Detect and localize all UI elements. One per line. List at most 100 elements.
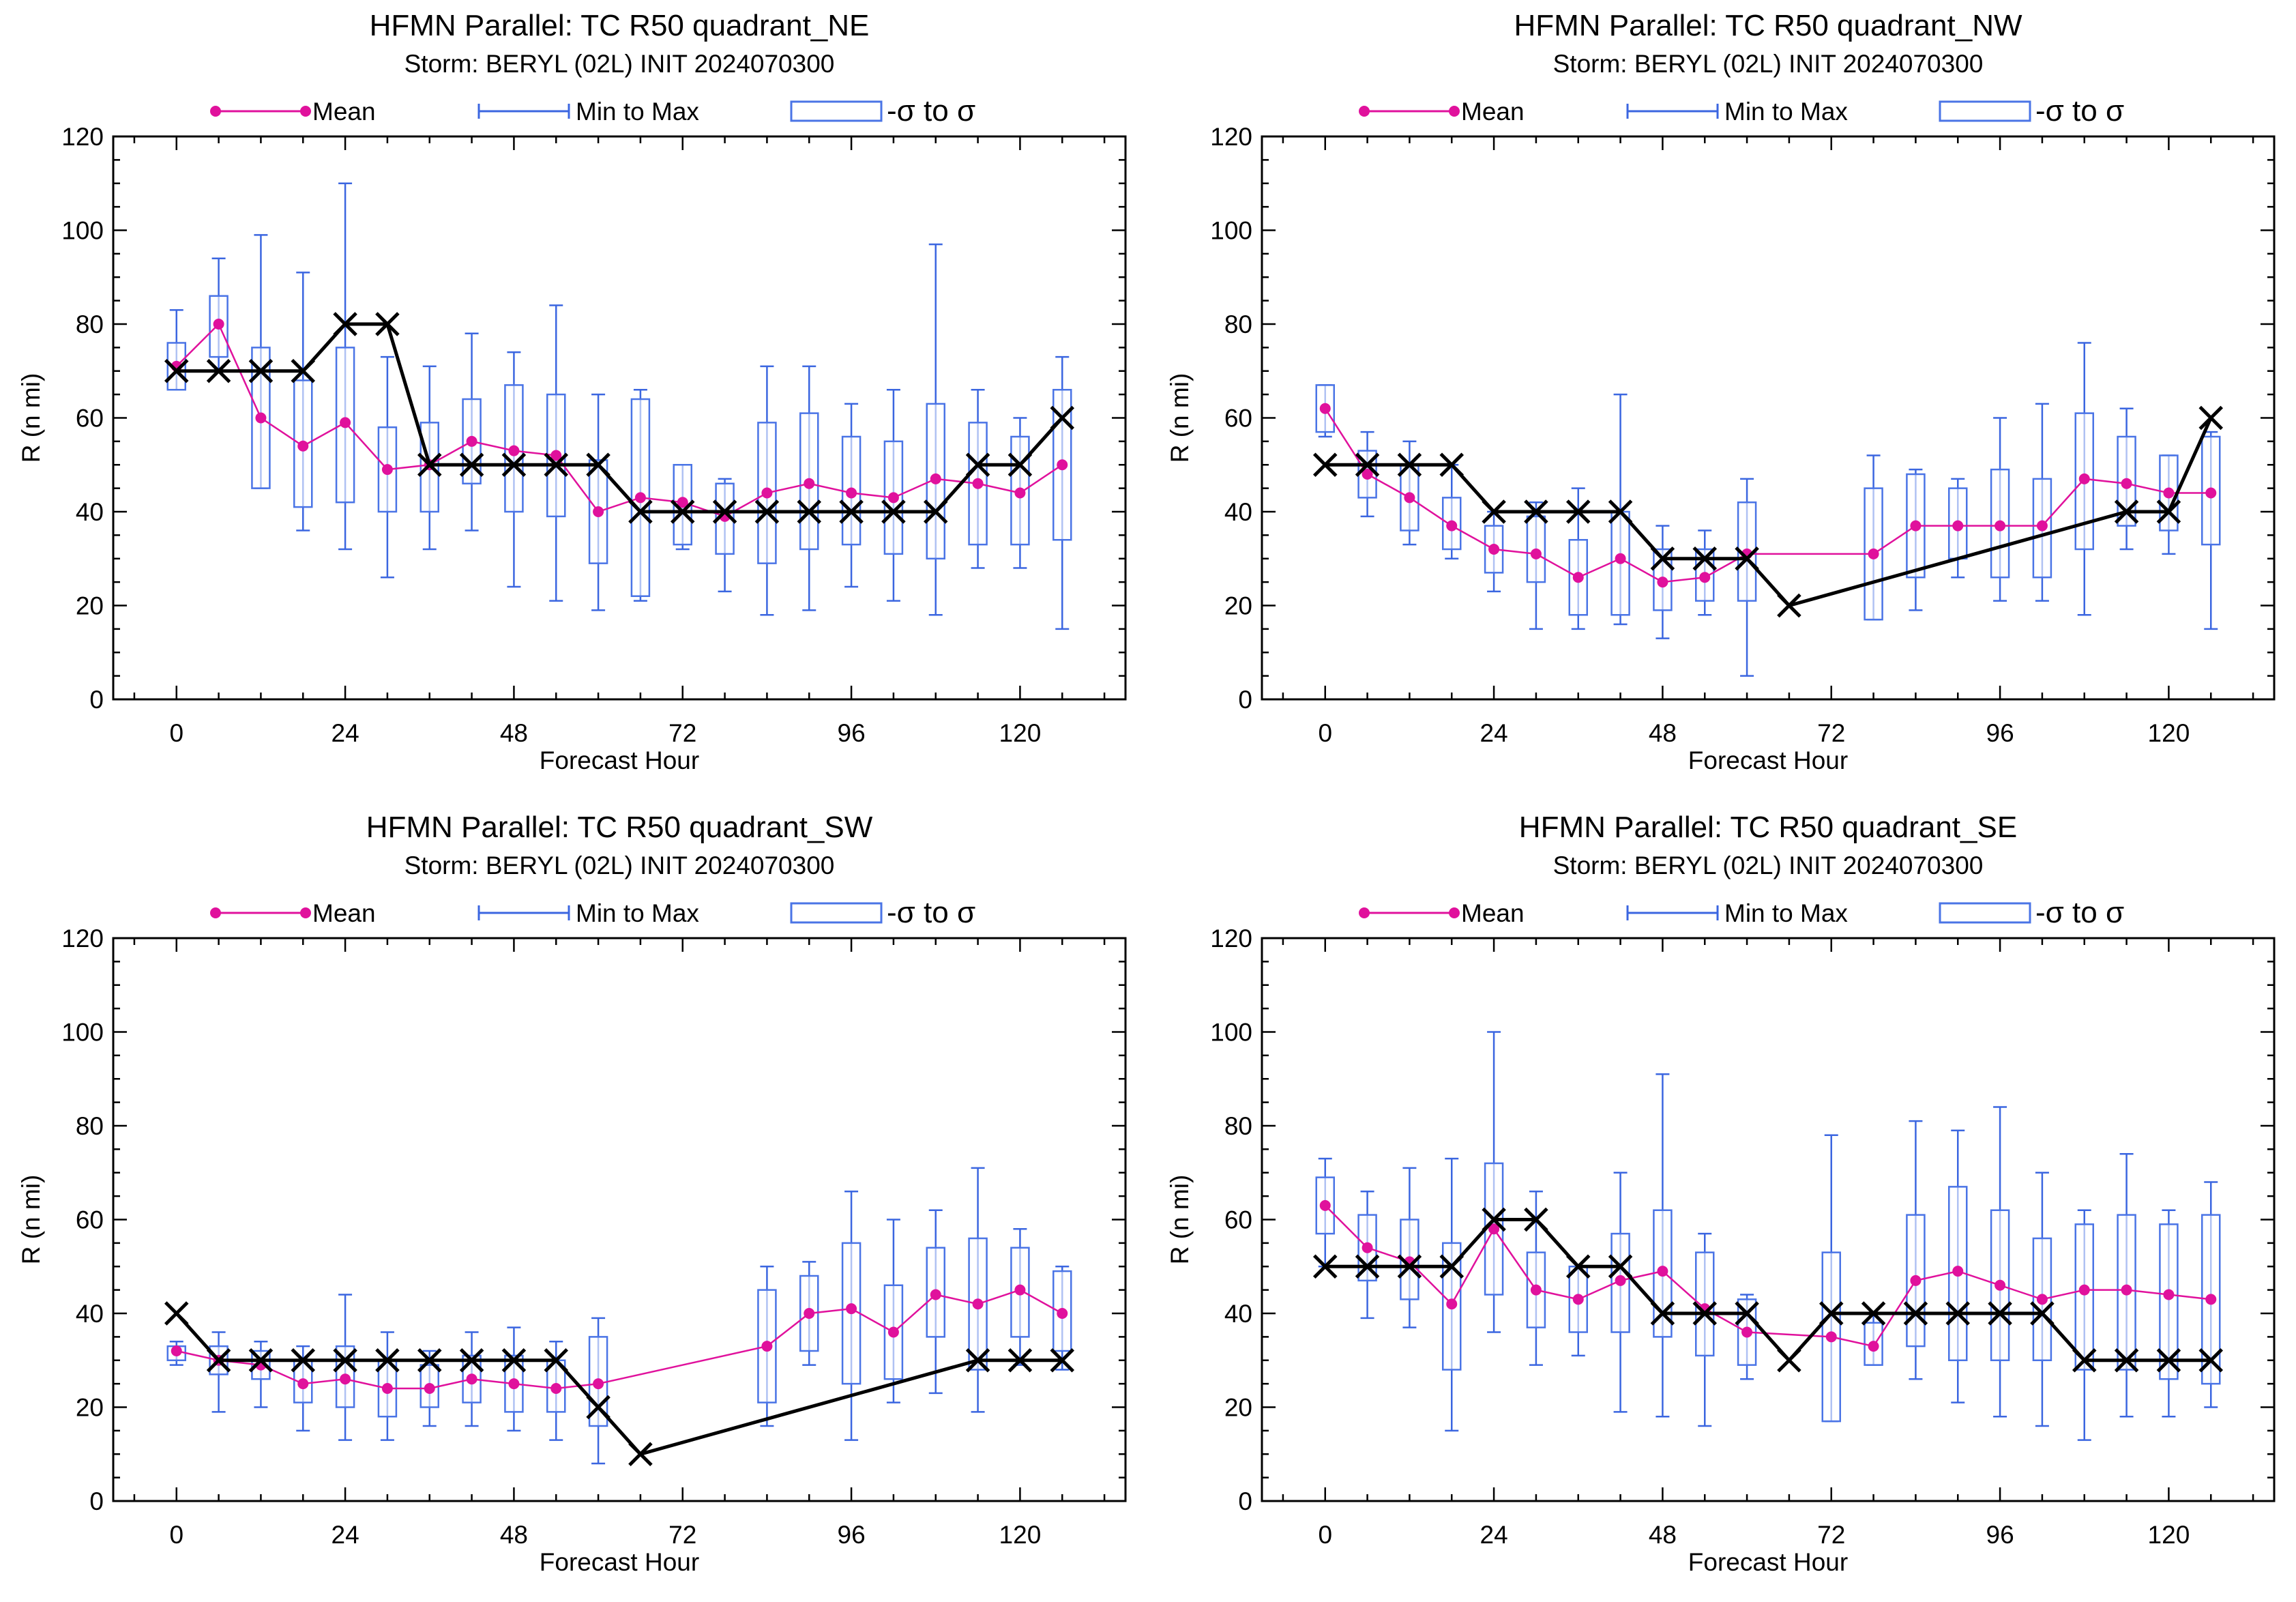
best-track-marker [965,452,990,478]
y-axis-label: R (n mi) [1166,373,1194,463]
mean-marker [508,445,520,456]
mean-marker [1057,459,1068,471]
mean-marker [1446,520,1458,531]
mean-marker [550,450,562,461]
best-track-marker [1312,452,1338,478]
mean-marker [297,440,309,452]
y-tick-label: 100 [61,217,104,245]
mean-marker [171,1345,182,1356]
mean-marker [1057,1308,1068,1319]
sigma-box [2074,1223,2094,1371]
x-tick-label: 96 [1986,1521,2014,1549]
best-track-marker [1777,1348,1801,1373]
x-tick-label: 96 [838,719,866,747]
best-track-marker [1903,1301,1928,1326]
best-track-marker [501,452,527,478]
chart-subtitle: Storm: BERYL (02L) INIT 2024070300 [404,851,835,879]
chart-panel: HFMN Parallel: TC R50 quadrant_NE Storm: … [17,9,1127,774]
best-track-marker [1735,546,1759,571]
x-tick-label: 24 [332,719,359,747]
best-track-marker [459,1348,484,1373]
mean-marker [761,487,773,499]
y-tick-label: 0 [89,1487,104,1515]
mean-marker [466,435,477,447]
mean-marker [1572,1294,1584,1305]
best-track-marker [333,1348,357,1373]
best-track-marker [1735,1301,1759,1326]
x-tick-label: 120 [2148,1521,2190,1549]
mean-marker [1995,1279,2006,1291]
x-tick-label: 48 [500,1521,528,1549]
mean-marker [255,412,267,424]
sigma-box [1442,497,1462,551]
best-track-marker [839,499,864,524]
chart-panel: HFMN Parallel: TC R50 quadrant_SE Storm: … [1166,811,2276,1576]
best-track-marker [586,1395,610,1420]
best-track-marker [586,452,610,478]
y-tick-label: 100 [1210,1019,1252,1047]
y-tick-label: 0 [89,686,104,714]
sigma-box [968,1237,988,1371]
mean-marker [2163,487,2175,499]
x-tick-label: 0 [1318,1521,1332,1549]
chart-subtitle: Storm: BERYL (02L) INIT 2024070300 [404,50,835,78]
x-tick-label: 48 [1649,1521,1677,1549]
x-tick-label: 0 [169,719,183,747]
mean-marker [340,417,351,428]
mean-marker [1615,1275,1626,1286]
sigma-box [757,1289,777,1403]
best-track-marker [248,1348,274,1373]
mean-marker [1699,572,1711,583]
y-tick-label: 80 [76,310,104,338]
best-track-marker [1482,499,1506,524]
x-tick-label: 72 [1817,1521,1845,1549]
y-tick-label: 40 [76,498,104,526]
mean-marker [1868,1341,1879,1352]
best-track-marker [1397,452,1422,478]
x-tick-label: 72 [668,719,696,747]
mean-marker [1488,1223,1500,1235]
mean-marker [1488,544,1500,555]
x-tick-label: 48 [500,719,528,747]
best-track-marker [206,358,231,383]
mean-marker [887,1326,899,1338]
chart-panel: HFMN Parallel: TC R50 quadrant_NW Storm: … [1166,9,2276,774]
chart-legend: Mean Min to Max -σ to σ [1359,896,2124,929]
legend-mean-marker [1359,106,1370,117]
mean-marker [1910,1275,1922,1286]
best-track-marker [2198,405,2224,431]
best-track-marker [375,1348,400,1373]
mean-marker [1615,553,1626,564]
y-tick-label: 60 [1224,1206,1252,1234]
best-track-marker [1861,1301,1886,1326]
best-track-marker [1355,452,1380,478]
x-axis-label: Forecast Hour [1688,1548,1848,1576]
mean-marker [381,464,393,476]
best-track-marker [417,1348,442,1373]
legend-sigma-label: -σ to σ [2035,896,2124,929]
legend-mean-marker [210,106,221,117]
mean-marker [677,497,688,508]
mean-marker [1995,520,2006,531]
chart-title: HFMN Parallel: TC R50 quadrant_SW [366,811,873,844]
y-axis-label: R (n mi) [1166,1175,1194,1265]
x-tick-label: 120 [2148,719,2190,747]
x-axis-label: Forecast Hour [540,1548,699,1576]
mean-marker [887,492,899,504]
mean-marker [2078,1284,2090,1296]
legend-mean-marker [1449,106,1460,117]
mean-marker [2036,520,2048,531]
chart-panel: HFMN Parallel: TC R50 quadrant_SW Storm: … [17,811,1127,1576]
y-tick-label: 100 [61,1019,104,1047]
best-track-marker [1565,1254,1591,1279]
mean-line [175,322,1063,518]
legend-mean-label: Mean [1461,899,1525,927]
sigma-box [377,426,398,513]
y-tick-label: 0 [1238,1487,1252,1515]
mean-marker [930,1289,941,1300]
legend-sigma-box [790,902,883,924]
x-tick-label: 96 [838,1521,866,1549]
mean-marker [550,1383,562,1394]
best-track-marker [291,1348,316,1373]
chart-subtitle: Storm: BERYL (02L) INIT 2024070300 [1553,50,1984,78]
